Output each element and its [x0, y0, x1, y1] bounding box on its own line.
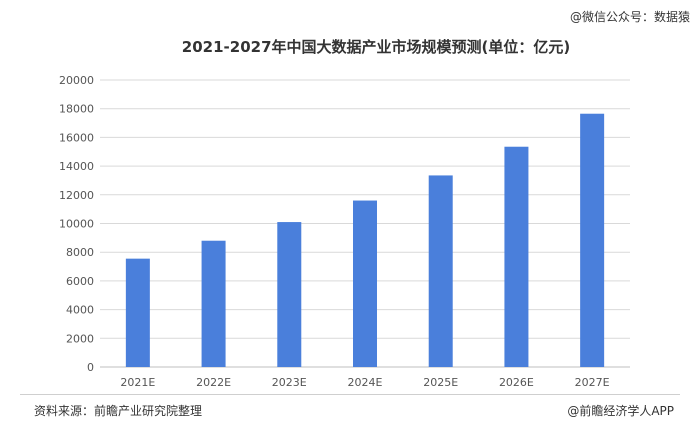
- y-tick-label: 12000: [59, 189, 94, 202]
- bar-2027E: [580, 114, 604, 367]
- bar-2023E: [277, 222, 301, 367]
- y-tick-label: 18000: [59, 103, 94, 116]
- y-tick-label: 8000: [66, 246, 94, 259]
- y-tick-label: 16000: [59, 131, 94, 144]
- brand-credit: @前瞻经济学人APP: [567, 402, 674, 419]
- bar-2026E: [504, 147, 528, 367]
- y-tick-label: 0: [87, 361, 94, 374]
- x-category-label: 2021E: [120, 376, 155, 389]
- source-note: 资料来源：前瞻产业研究院整理: [34, 402, 202, 419]
- bars: [126, 114, 604, 367]
- y-axis-ticks: 0 2000 4000 6000 8000 10000 12000 14000 16000 180…: [59, 74, 94, 374]
- y-tick-label: 20000: [59, 74, 94, 87]
- y-tick-label: 6000: [66, 275, 94, 288]
- bar-2021E: [126, 259, 150, 367]
- y-tick-label: 2000: [66, 332, 94, 345]
- x-category-label: 2023E: [272, 376, 307, 389]
- y-tick-label: 14000: [59, 160, 94, 173]
- x-axis-categories: 2021E 2022E 2023E 2024E 2025E 2026E 2027E: [120, 376, 609, 389]
- bar-2024E: [353, 201, 377, 367]
- x-category-label: 2026E: [499, 376, 534, 389]
- x-category-label: 2022E: [196, 376, 231, 389]
- chart-title: 2021-2027年中国大数据产业市场规模预测(单位：亿元): [182, 38, 570, 56]
- bar-2025E: [429, 175, 453, 367]
- bar-2022E: [202, 241, 226, 367]
- footer-divider: [20, 394, 680, 395]
- y-tick-label: 10000: [59, 218, 94, 231]
- x-category-label: 2025E: [423, 376, 458, 389]
- x-category-label: 2024E: [348, 376, 383, 389]
- y-tick-label: 4000: [66, 304, 94, 317]
- x-category-label: 2027E: [575, 376, 610, 389]
